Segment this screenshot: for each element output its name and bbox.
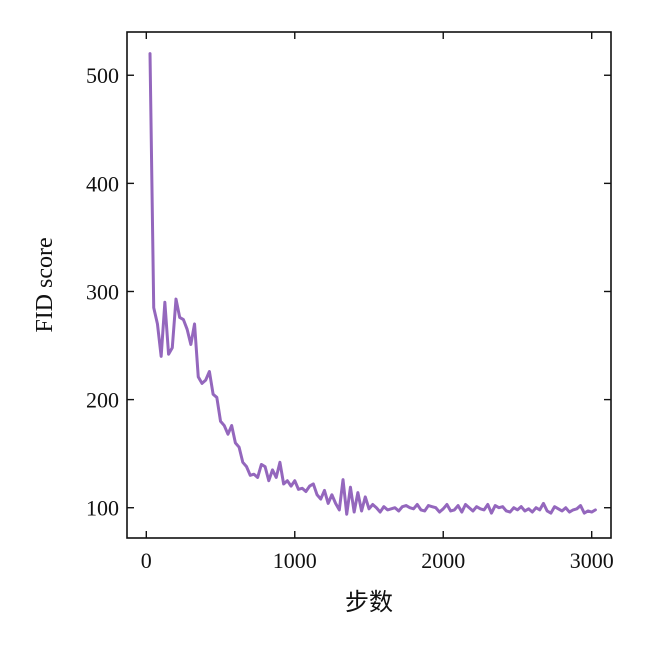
x-axis: 0 1000 2000 3000 <box>141 32 614 573</box>
x-tick-label: 3000 <box>570 548 614 573</box>
y-tick-label: 200 <box>86 388 119 413</box>
x-tick-label: 2000 <box>421 548 465 573</box>
plot-frame <box>126 31 612 539</box>
y-tick-label: 500 <box>86 63 119 88</box>
y-axis-label: FID score <box>32 237 58 332</box>
y-tick-label: 100 <box>86 496 119 521</box>
fid-series-line <box>148 52 597 516</box>
y-axis: 100 200 300 400 500 <box>86 63 611 521</box>
x-tick-label: 1000 <box>273 548 317 573</box>
x-tick-label: 0 <box>141 548 152 573</box>
y-tick-label: 300 <box>86 279 119 304</box>
y-tick-label: 400 <box>86 171 119 196</box>
x-axis-label: 步数 <box>345 589 393 616</box>
